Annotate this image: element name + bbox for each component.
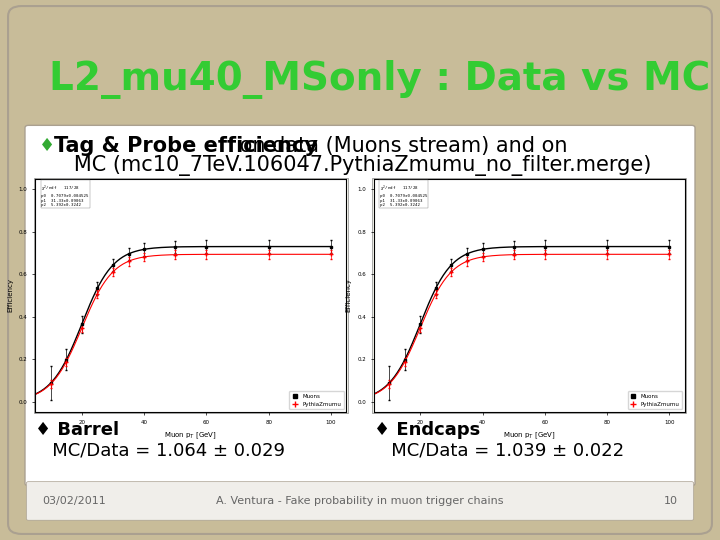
FancyBboxPatch shape <box>15 11 705 133</box>
Text: $\chi^2$/ndf   117/28
p0  0.7079±0.004525
p1  31.33±0.09063
p2  5.392±0.3242: $\chi^2$/ndf 117/28 p0 0.7079±0.004525 p… <box>41 183 89 207</box>
Text: Tag & Probe efficiency: Tag & Probe efficiency <box>54 136 318 156</box>
Text: A. Ventura - Fake probability in muon trigger chains: A. Ventura - Fake probability in muon tr… <box>216 496 504 506</box>
Text: MC/Data = 1.039 ± 0.022: MC/Data = 1.039 ± 0.022 <box>374 441 624 459</box>
Text: ♦ Endcaps: ♦ Endcaps <box>374 421 480 439</box>
FancyBboxPatch shape <box>8 6 712 534</box>
X-axis label: Muon p$_T$ [GeV]: Muon p$_T$ [GeV] <box>164 430 217 441</box>
Y-axis label: Efficiency: Efficiency <box>346 279 351 312</box>
Text: MC/Data = 1.064 ± 0.029: MC/Data = 1.064 ± 0.029 <box>35 441 285 459</box>
Text: 03/02/2011: 03/02/2011 <box>42 496 106 506</box>
Text: ♦: ♦ <box>39 137 55 154</box>
FancyBboxPatch shape <box>25 125 695 486</box>
Text: MC (mc10_7TeV.106047.PythiaZmumu_no_filter.merge): MC (mc10_7TeV.106047.PythiaZmumu_no_filt… <box>54 156 652 177</box>
Y-axis label: Efficiency: Efficiency <box>7 279 13 312</box>
Text: $\chi^2$/ndf   117/28
p0  0.7079±0.004525
p1  31.33±0.09063
p2  5.392±0.3242: $\chi^2$/ndf 117/28 p0 0.7079±0.004525 p… <box>379 183 427 207</box>
FancyBboxPatch shape <box>27 482 693 520</box>
Text: on data (Muons stream) and on: on data (Muons stream) and on <box>233 136 568 156</box>
Legend: Muons, PythiaZmumu: Muons, PythiaZmumu <box>628 391 682 409</box>
FancyBboxPatch shape <box>372 178 686 413</box>
Text: ♦ Barrel: ♦ Barrel <box>35 421 120 439</box>
X-axis label: Muon p$_T$ [GeV]: Muon p$_T$ [GeV] <box>503 430 556 441</box>
FancyBboxPatch shape <box>34 178 348 413</box>
Text: L2_mu40_MSonly : Data vs MC: L2_mu40_MSonly : Data vs MC <box>49 60 710 99</box>
Text: 10: 10 <box>664 496 678 506</box>
Legend: Muons, PythiaZmumu: Muons, PythiaZmumu <box>289 391 343 409</box>
